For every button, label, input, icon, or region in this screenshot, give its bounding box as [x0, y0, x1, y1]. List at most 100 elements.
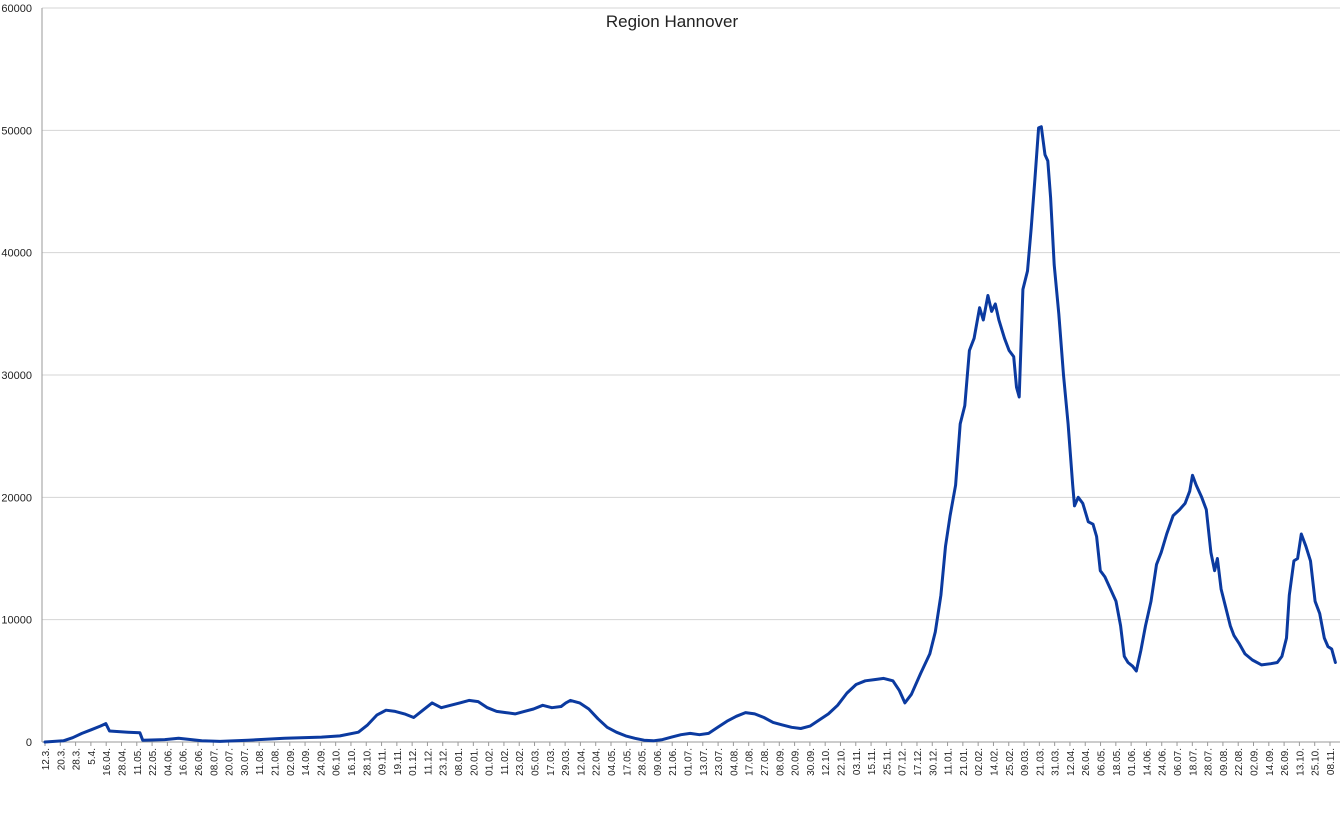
chart-title: Region Hannover [605, 12, 739, 31]
x-tick-label: 02.09. [286, 748, 297, 776]
x-tick-label: 23.12. [439, 748, 450, 776]
x-tick-label: 25.10. [1311, 748, 1322, 776]
x-tick-label: 09.03. [1020, 748, 1031, 776]
x-tick-label: 12.04. [576, 748, 587, 776]
y-tick-label: 20000 [1, 492, 32, 504]
y-axis: 0 10000 20000 30000 40000 50000 60000 [1, 3, 43, 749]
x-tick-label: 06.10. [332, 748, 343, 776]
x-tick-label: 07.12. [898, 748, 909, 776]
x-tick-label: 11.08. [255, 748, 266, 775]
x-tick-label: 17.12. [913, 748, 924, 776]
x-tick-label: 30.09. [806, 748, 817, 776]
x-tick-label: 21.06. [668, 748, 679, 776]
x-tick-label: 31.03. [1051, 748, 1062, 776]
x-tick-label: 23.07. [714, 748, 725, 776]
x-tick-label: 21.03. [1035, 748, 1046, 776]
x-tick-label: 24.06. [1158, 748, 1169, 776]
x-tick-label: 5.4. [87, 748, 98, 765]
x-tick-label: 18.05. [1112, 748, 1123, 776]
x-tick-label: 08.09. [775, 748, 786, 776]
x-tick-label: 20.07. [225, 748, 236, 776]
x-tick-label: 01.07. [684, 748, 695, 776]
x-tick-label: 06.05. [1097, 748, 1108, 776]
x-tick-label: 23.02. [515, 748, 526, 776]
gridlines [42, 7, 1340, 621]
x-tick-label: 05.03. [531, 748, 542, 776]
x-tick-label: 25.02. [1005, 748, 1016, 776]
x-tick-label: 20.09. [791, 748, 802, 776]
y-tick-label: 30000 [1, 370, 32, 382]
x-tick-label: 28.10. [362, 748, 373, 776]
x-tick-label: 26.06. [194, 748, 205, 776]
x-tick-label: 17.08. [745, 748, 756, 776]
x-tick-label: 22.04. [592, 748, 603, 776]
x-tick-label: 21.08. [270, 748, 281, 776]
x-tick-label: 08.07. [209, 748, 220, 776]
x-tick-label: 20.01. [469, 748, 480, 776]
x-tick-label: 20.3. [56, 748, 67, 770]
x-tick-label: 04.08. [729, 748, 740, 776]
x-tick-label: 04.05. [607, 748, 618, 776]
x-tick-label: 11.05. [133, 748, 144, 775]
x-tick-label: 02.02. [974, 748, 985, 776]
x-tick-label: 14.09. [1265, 748, 1276, 776]
x-tick-label: 17.03. [546, 748, 557, 776]
x-tick-label: 11.12. [423, 748, 434, 775]
x-tick-label: 09.08. [1219, 748, 1230, 776]
x-tick-label: 19.11. [393, 748, 404, 775]
x-tick-label: 14.09. [301, 748, 312, 776]
x-tick-label: 18.07. [1188, 748, 1199, 776]
y-tick-label: 50000 [1, 125, 32, 137]
x-tick-label: 28.05. [638, 748, 649, 776]
x-tick-label: 02.09. [1250, 748, 1261, 776]
y-tick-label: 10000 [1, 615, 32, 627]
x-tick-label: 13.07. [699, 748, 710, 776]
x-tick-label: 14.06. [1142, 748, 1153, 776]
x-tick-label: 08.01. [454, 748, 465, 776]
x-tick-label: 29.03. [561, 748, 572, 776]
x-tick-label: 09.06. [653, 748, 664, 776]
x-tick-label: 09.11. [378, 748, 389, 775]
x-tick-label: 22.05. [148, 748, 159, 776]
x-tick-label: 12.3. [41, 748, 52, 770]
x-tick-label: 24.09. [316, 748, 327, 776]
y-tick-label: 0 [26, 737, 32, 749]
x-tick-label: 11.01. [944, 748, 955, 775]
x-tick-label: 30.12. [928, 748, 939, 776]
x-tick-label: 11.02. [500, 748, 511, 775]
x-tick-label: 08.11. [1326, 748, 1337, 775]
x-tick-label: 01.06. [1127, 748, 1138, 776]
x-tick-label: 26.04. [1081, 748, 1092, 776]
x-tick-label: 16.06. [179, 748, 190, 776]
x-tick-label: 28.07. [1204, 748, 1215, 776]
x-tick-label: 04.06. [163, 748, 174, 776]
x-tick-label: 06.07. [1173, 748, 1184, 776]
x-tick-label: 01.12. [408, 748, 419, 776]
x-tick-label: 03.11. [852, 748, 863, 775]
x-tick-label: 22.08. [1234, 748, 1245, 776]
x-tick-label: 15.11. [867, 748, 878, 775]
x-tick-label: 12.10. [821, 748, 832, 776]
x-tick-label: 28.3. [72, 748, 83, 770]
x-tick-label: 01.02. [485, 748, 496, 776]
x-tick-label: 30.07. [240, 748, 251, 776]
y-tick-label: 40000 [1, 248, 32, 260]
x-tick-label: 28.04. [117, 748, 128, 776]
series-layer [43, 125, 1337, 744]
x-tick-label: 25.11. [882, 748, 893, 775]
x-tick-label: 26.09. [1280, 748, 1291, 776]
x-tick-label: 21.01. [959, 748, 970, 776]
x-tick-label: 12.04. [1066, 748, 1077, 776]
y-tick-label: 60000 [1, 3, 32, 15]
x-tick-label: 16.04. [102, 748, 113, 776]
x-tick-label: 22.10. [836, 748, 847, 776]
x-axis: 12.3. 20.3. 28.3. 5.4. 16.04. 28.04. 11.05. 22.… [41, 741, 1340, 776]
x-tick-label: 27.08. [760, 748, 771, 776]
x-tick-label: 13.10. [1295, 748, 1306, 776]
series-line [43, 125, 1337, 744]
x-tick-label: 17.05. [622, 748, 633, 776]
x-tick-label: 16.10. [347, 748, 358, 776]
x-tick-label: 14.02. [989, 748, 1000, 776]
